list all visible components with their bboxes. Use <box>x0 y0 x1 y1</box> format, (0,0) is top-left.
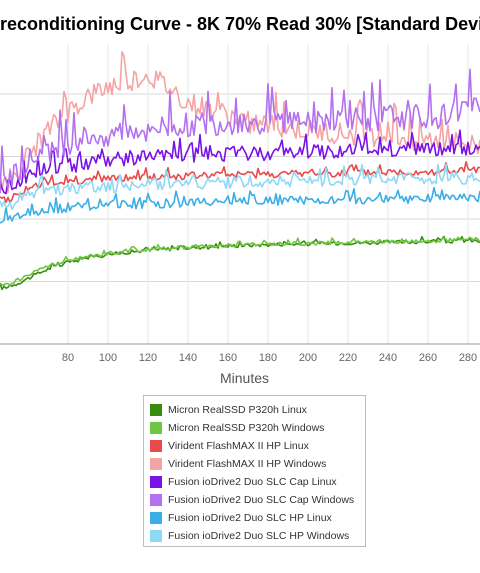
x-tick-label: 180 <box>259 352 277 364</box>
legend-label: Fusion ioDrive2 Duo SLC HP Linux <box>168 512 332 524</box>
legend-item: Micron RealSSD P320h Linux <box>150 401 359 419</box>
legend-label: Fusion ioDrive2 Duo SLC HP Windows <box>168 530 350 542</box>
x-tick-label: 140 <box>179 352 197 364</box>
chart-title: Preconditioning Curve - 8K 70% Read 30% … <box>0 14 480 34</box>
series-line <box>0 129 480 195</box>
legend-label: Virident FlashMAX II HP Linux <box>168 440 309 452</box>
legend-item: Virident FlashMAX II HP Linux <box>150 437 359 455</box>
legend-label: Virident FlashMAX II HP Windows <box>168 458 327 470</box>
series-line <box>0 68 480 194</box>
legend-label: Micron RealSSD P320h Linux <box>168 404 307 416</box>
legend-item: Micron RealSSD P320h Windows <box>150 419 359 437</box>
series-line <box>0 236 480 287</box>
series-line <box>0 163 480 210</box>
plot-background <box>0 44 480 344</box>
legend-label: Micron RealSSD P320h Windows <box>168 422 325 434</box>
x-tick-label: 260 <box>419 352 437 364</box>
x-tick-label: 200 <box>299 352 317 364</box>
legend-swatch <box>150 494 162 506</box>
x-tick-label: 220 <box>339 352 357 364</box>
legend-swatch <box>150 512 162 524</box>
legend-swatch <box>150 440 162 452</box>
legend-label: Fusion ioDrive2 Duo SLC Cap Windows <box>168 494 355 506</box>
x-tick-label: 120 <box>139 352 157 364</box>
legend-item: Fusion ioDrive2 Duo SLC Cap Linux <box>150 473 359 491</box>
legend-item: Fusion ioDrive2 Duo SLC HP Linux <box>150 509 359 527</box>
x-tick-label: 100 <box>99 352 117 364</box>
legend-swatch <box>150 458 162 470</box>
legend-item: Fusion ioDrive2 Duo SLC Cap Windows <box>150 491 359 509</box>
x-tick-labels: 80 100 120 140 160 180 200 220 240 260 280 <box>62 352 477 364</box>
legend-item: Fusion ioDrive2 Duo SLC HP Windows <box>150 527 359 545</box>
legend-item: Virident FlashMAX II HP Windows <box>150 455 359 473</box>
x-tick-label: 240 <box>379 352 397 364</box>
x-tick-label: 160 <box>219 352 237 364</box>
legend-label: Fusion ioDrive2 Duo SLC Cap Linux <box>168 476 337 488</box>
series-line <box>0 186 480 224</box>
legend-swatch <box>150 530 162 542</box>
x-tick-label: 80 <box>62 352 74 364</box>
series-lines <box>0 50 480 291</box>
x-tick-label: 280 <box>459 352 477 364</box>
legend-swatch <box>150 422 162 434</box>
legend-swatch <box>150 476 162 488</box>
legend-swatch <box>150 404 162 416</box>
x-axis-label: Minutes <box>220 370 270 386</box>
legend: Micron RealSSD P320h Linux Micron RealSSD… <box>143 395 366 547</box>
